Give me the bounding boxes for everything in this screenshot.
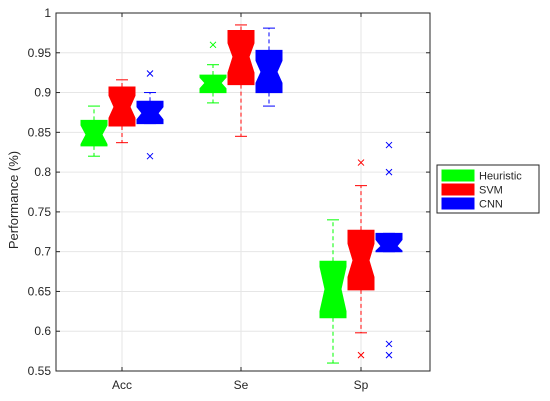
notched-box [375,232,403,253]
box-svm-acc [108,79,136,144]
y-tick-label: 0.8 [34,165,51,179]
box-cnn-sp [375,141,403,359]
y-tick-label: 0.95 [28,46,52,60]
legend-label-cnn: CNN [479,199,503,211]
outlier-marker [357,159,365,166]
legend: Heuristic SVM CNN [436,164,540,214]
box-svm-sp [347,159,375,359]
box-heuristic-acc [80,105,108,157]
axes: 0.55 0.6 0.65 0.7 0.75 0.8 0.85 0.9 0.95 1 Acc Se Sp [28,6,431,392]
x-tick-label: Se [234,378,249,392]
notched-box [227,30,255,86]
legend-swatch-svm [441,183,475,196]
y-tick-label: 0.7 [34,245,51,259]
legend-swatch-cnn [441,197,475,210]
outlier-marker [385,351,393,359]
outlier-marker [385,168,393,176]
notched-box [136,100,164,125]
axes-box [55,12,431,372]
box-heuristic-se [199,41,227,104]
y-tick-label: 0.75 [28,205,52,219]
plot-area [80,24,403,364]
x-tick-label: Sp [354,378,369,392]
y-tick-label: 0.55 [28,364,52,378]
outlier-marker [209,41,217,49]
y-axis-label: Performance (%) [6,151,21,249]
box-cnn-se [255,27,283,107]
outlier-marker [146,70,154,77]
outlier-marker [385,141,393,149]
y-tick-label: 0.6 [34,324,51,338]
box-heuristic-sp [319,219,347,364]
legend-label-svm: SVM [479,185,503,197]
y-tick-label: 0.65 [28,284,52,298]
x-tick-label: Acc [112,378,132,392]
notched-box [80,119,108,147]
box-cnn-acc [136,70,164,160]
notched-box [199,74,227,94]
legend-label-heuristic: Heuristic [479,171,522,183]
y-tick-label: 0.85 [28,125,52,139]
outlier-marker [146,152,154,160]
legend-swatch-heuristic [441,169,475,182]
box-svm-se [227,24,255,137]
outlier-marker [385,340,393,348]
outlier-marker [357,351,365,359]
y-tick-label: 1 [44,6,51,20]
y-tick-label: 0.9 [34,86,51,100]
